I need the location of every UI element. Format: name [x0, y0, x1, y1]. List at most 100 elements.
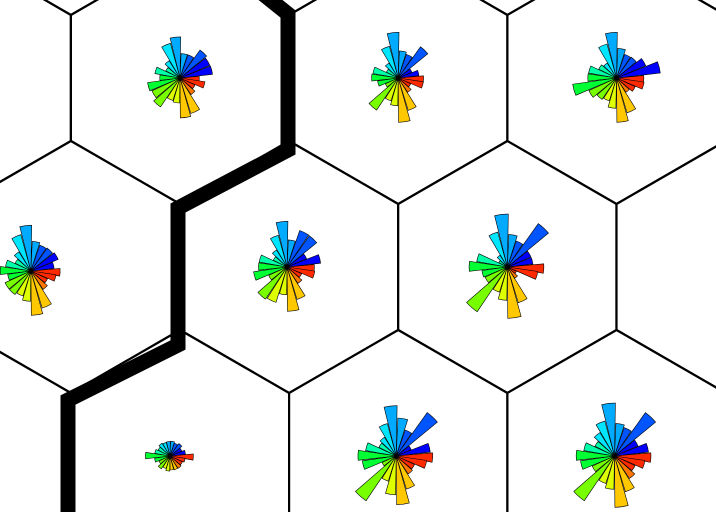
rose-wedge: [161, 42, 181, 79]
rose-wedge: [271, 249, 288, 268]
rose-wedge: [30, 270, 52, 309]
rose-wedge: [398, 68, 413, 79]
rose-wedge: [398, 77, 424, 89]
rose-wedge: [286, 266, 303, 284]
rose-wedge: [179, 57, 211, 79]
rose-wedge: [605, 31, 618, 79]
rose-wedge: [172, 77, 181, 104]
rose-wedge: [169, 455, 183, 466]
rose-wedge: [383, 405, 398, 457]
rose-wedge: [604, 455, 615, 490]
rose-wedge: [365, 442, 397, 457]
rose-wedge: [395, 417, 409, 457]
rose-wedge: [385, 77, 399, 88]
rose-wedge: [279, 266, 288, 296]
rose-wedge: [616, 61, 661, 79]
rose-wedge: [384, 77, 399, 102]
rose-wedge: [30, 252, 59, 272]
rose-wedge: [272, 256, 288, 268]
rose-wedge: [179, 65, 213, 79]
rose-wedge: [616, 77, 630, 93]
rose-wedge: [381, 455, 397, 467]
rose-wedge: [614, 439, 639, 457]
rose-wedge: [614, 455, 636, 472]
rose-wedge: [614, 423, 625, 457]
rose-wedge: [616, 48, 626, 79]
rose-wedge: [385, 455, 397, 496]
rose-wedge: [286, 239, 296, 268]
rose-wedge: [169, 447, 183, 457]
rose-wedge: [286, 235, 318, 268]
hex-cell[interactable]: [615, 141, 716, 393]
rose-wedge: [166, 77, 181, 101]
rose-wedge: [30, 270, 57, 282]
rose-wedge: [614, 412, 657, 457]
rose-wedge: [286, 266, 306, 300]
rose-wedge: [476, 253, 508, 268]
rose-wedge: [507, 266, 518, 279]
rose-wedge: [258, 262, 288, 271]
rose-wedge: [145, 452, 171, 460]
rose-wedge: [378, 423, 397, 457]
rose-wedge: [390, 77, 399, 107]
rose-wedge: [361, 455, 397, 470]
rose-wedge: [179, 49, 208, 79]
rose-wedge: [481, 266, 508, 278]
rose-wedge: [179, 77, 192, 119]
rose-wedge: [595, 420, 615, 457]
rose-wedge: [395, 455, 410, 506]
rose-wedge: [154, 66, 181, 79]
rose-wedge: [5, 259, 32, 272]
rose-wedge: [397, 46, 429, 79]
rose-wedge: [169, 440, 175, 457]
rose-wedge: [616, 58, 647, 79]
rose-wedge: [507, 234, 518, 268]
rose-wedge: [572, 77, 617, 96]
rose-glyph: [253, 220, 321, 312]
rose-wedge: [8, 270, 32, 295]
rose-wedge: [164, 60, 181, 79]
rose-wedge: [601, 402, 616, 457]
rose-wedge: [395, 455, 413, 475]
rose-wedge: [396, 445, 412, 457]
rose-wedge: [166, 441, 171, 457]
rose-wedge: [147, 77, 181, 92]
rose-wedge: [269, 234, 288, 268]
rose-wedge: [588, 65, 617, 79]
rose-wedge: [484, 266, 508, 284]
rose-wedge: [583, 442, 615, 457]
rose-wedge: [614, 455, 629, 508]
rose-wedge: [494, 213, 509, 268]
rose-wedge: [30, 247, 53, 272]
rose-wedge: [179, 53, 188, 79]
rose-wedge: [7, 270, 32, 281]
rose-glyph: [355, 405, 438, 506]
rose-wedge: [379, 436, 397, 457]
rose-wedge: [614, 443, 649, 457]
rose-glyph: [572, 31, 661, 123]
rose-wedge: [396, 443, 431, 457]
hex-cell[interactable]: [617, 0, 716, 15]
rose-wedge: [355, 455, 397, 502]
rose-wedge: [286, 266, 300, 312]
rose-wedge: [616, 77, 637, 114]
rose-wedge: [257, 266, 288, 300]
rose-wedge: [598, 455, 615, 484]
rose-wedge: [598, 43, 617, 79]
rose-wedge: [587, 73, 617, 82]
rose-glyph: [466, 213, 549, 319]
rose-wedge: [0, 266, 31, 275]
rose-wedge: [11, 234, 32, 272]
rose-wedge: [14, 258, 32, 272]
rose-wedge: [157, 455, 171, 470]
rose-glyph: [147, 36, 213, 119]
rose-wedge: [507, 266, 528, 304]
rose-wedge: [13, 251, 32, 272]
rose-wedge: [371, 73, 399, 82]
rose-wedge: [158, 455, 171, 465]
rose-wedge: [169, 455, 179, 471]
rose-wedge: [395, 455, 416, 490]
rose-wedge: [507, 223, 549, 268]
rose-wedge: [614, 455, 635, 493]
